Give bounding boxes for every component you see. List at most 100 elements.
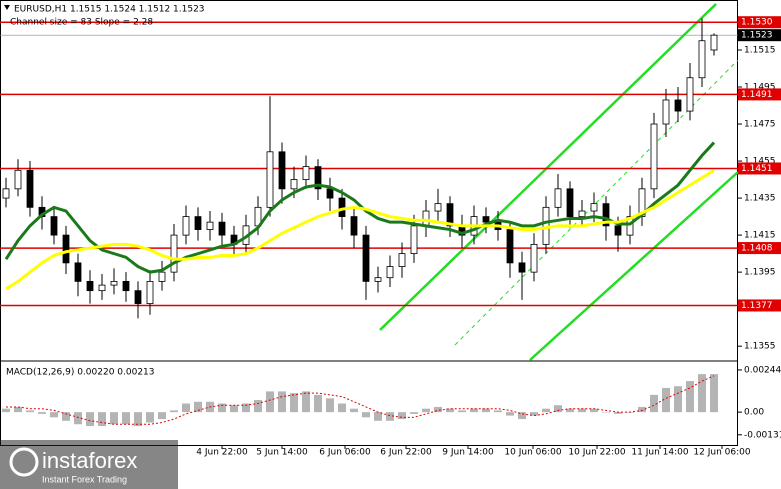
candle-body bbox=[50, 216, 58, 236]
macd-bar bbox=[590, 408, 598, 413]
level-tag bbox=[738, 242, 781, 255]
candle-body bbox=[626, 216, 634, 236]
macd-bar bbox=[254, 400, 262, 413]
candle-body bbox=[362, 234, 370, 282]
candle-body bbox=[434, 203, 442, 212]
chart-title: EURUSD,H1 1.1515 1.1524 1.1512 1.1523 bbox=[14, 5, 205, 15]
candle-body bbox=[446, 203, 454, 227]
macd-bar bbox=[278, 391, 286, 413]
macd-bar bbox=[158, 412, 166, 420]
x-tick-label: 9 Jun 14:00 bbox=[442, 448, 494, 458]
candle-body bbox=[566, 188, 574, 217]
y-tick-label: 1.1355 bbox=[744, 342, 776, 352]
moving-average bbox=[5, 169, 715, 291]
macd-bar bbox=[686, 381, 694, 413]
candle-body bbox=[422, 210, 430, 227]
macd-bar bbox=[338, 403, 346, 413]
channel-lower bbox=[529, 171, 739, 361]
candle-body bbox=[266, 151, 274, 208]
level-label: 1.1377 bbox=[741, 301, 773, 311]
candle-body bbox=[410, 225, 418, 255]
price-channel bbox=[379, 3, 739, 361]
macd-bar bbox=[86, 412, 94, 426]
candle-body bbox=[350, 216, 358, 236]
macd-bar bbox=[530, 412, 538, 416]
macd-bar bbox=[578, 408, 586, 413]
candle-body bbox=[542, 206, 550, 245]
candle-body bbox=[218, 221, 226, 236]
candle-body bbox=[374, 277, 382, 282]
macd-bar bbox=[350, 408, 358, 413]
macd-bar bbox=[434, 406, 442, 413]
macd-bar bbox=[410, 412, 418, 414]
macd-bar bbox=[506, 412, 514, 416]
y-tick-label: 1.1455 bbox=[744, 157, 776, 167]
channel-upper bbox=[379, 3, 717, 331]
macd-bar bbox=[710, 374, 718, 413]
y-tick-label: 1.1475 bbox=[744, 120, 776, 130]
candle-body bbox=[338, 197, 346, 217]
x-tick-label: 12 Jun 06:00 bbox=[693, 448, 750, 458]
macd-signal bbox=[6, 375, 715, 425]
candle-body bbox=[86, 280, 94, 292]
macd-bar bbox=[386, 412, 394, 421]
moving-average bbox=[4, 141, 716, 274]
current-price-label: 1.1523 bbox=[741, 31, 773, 41]
macd-bar bbox=[302, 391, 310, 413]
level-tag bbox=[738, 162, 781, 175]
candle-body bbox=[62, 234, 70, 264]
macd-bar bbox=[122, 412, 130, 425]
candle-body bbox=[710, 34, 718, 51]
candle-body bbox=[194, 216, 202, 230]
candle-body bbox=[602, 203, 610, 227]
macd-bar bbox=[362, 412, 370, 418]
candle-body bbox=[698, 40, 706, 79]
y-tick-label: 1.1435 bbox=[744, 194, 776, 204]
candle-body bbox=[182, 216, 190, 236]
candle-body bbox=[146, 280, 154, 305]
candle-body bbox=[26, 169, 34, 208]
macd-bar bbox=[98, 412, 106, 426]
brand-name: instaforex bbox=[42, 448, 137, 473]
y2-tick-label: 0.00 bbox=[744, 408, 764, 418]
y-tick-label: 1.1395 bbox=[744, 268, 776, 278]
brand-tagline: Instant Forex Trading bbox=[42, 474, 127, 484]
macd-bar bbox=[170, 410, 178, 413]
macd-bar bbox=[290, 393, 298, 413]
candle-body bbox=[650, 123, 658, 190]
macd-bar bbox=[602, 412, 610, 413]
y-tick-label: 1.1415 bbox=[744, 231, 776, 241]
macd-bar bbox=[50, 412, 58, 418]
collapse-icon[interactable] bbox=[4, 5, 10, 10]
candle-body bbox=[686, 77, 694, 112]
macd-bar bbox=[146, 412, 154, 423]
macd-bar bbox=[614, 412, 622, 414]
macd-bar bbox=[266, 391, 274, 413]
macd-bar bbox=[218, 403, 226, 413]
y2-tick-label: -0.00131 bbox=[744, 430, 781, 440]
candle-body bbox=[290, 179, 298, 190]
macd-bar bbox=[2, 408, 10, 413]
candle-body bbox=[398, 253, 406, 267]
macd-bar bbox=[62, 412, 70, 421]
candle-body bbox=[662, 99, 670, 125]
channel-info: Channel size = 83 Slope = 2.28 bbox=[10, 18, 153, 28]
y-tick-label: 1.1515 bbox=[744, 45, 776, 55]
candle-body bbox=[122, 280, 130, 292]
candle-body bbox=[518, 262, 526, 273]
candle-body bbox=[134, 290, 142, 305]
macd-bar bbox=[542, 408, 550, 413]
macd-bar bbox=[650, 394, 658, 413]
macd-bar bbox=[74, 412, 82, 425]
macd-bar bbox=[314, 394, 322, 413]
level-label: 1.1451 bbox=[741, 164, 773, 174]
y-tick-label: 1.1495 bbox=[744, 83, 776, 93]
macd-bar bbox=[566, 408, 574, 413]
macd-bar bbox=[518, 412, 526, 420]
candle-body bbox=[278, 151, 286, 190]
x-tick-label: 4 Jun 22:00 bbox=[196, 448, 248, 458]
candle-body bbox=[506, 229, 514, 264]
candle-body bbox=[206, 221, 214, 230]
x-tick-label: 6 Jun 22:00 bbox=[380, 448, 432, 458]
macd-bar bbox=[470, 408, 478, 413]
